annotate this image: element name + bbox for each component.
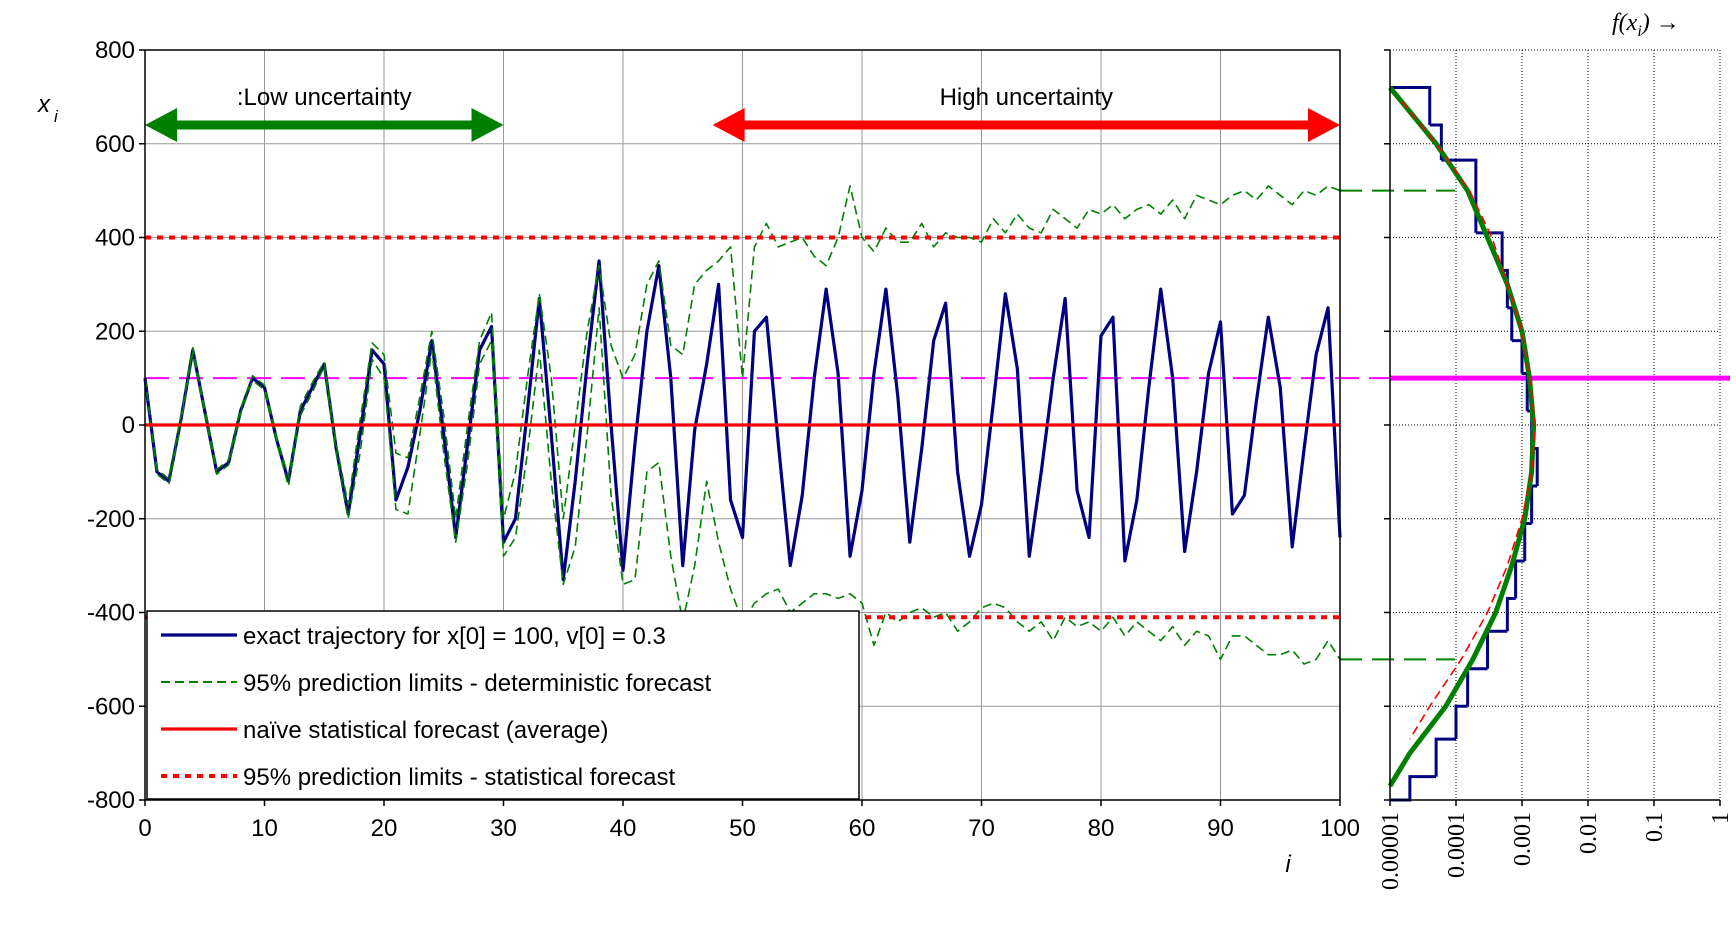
x-tick-label: 0.1 [1642,812,1668,842]
y-tick-label: -200 [87,506,135,533]
series-line [144,185,1341,520]
x-axis-label-sub: i [1637,23,1641,40]
histogram-step [1441,158,1478,196]
y-axis-label-sub: i [54,107,59,126]
y-tick-label: 200 [95,318,135,345]
legend-box [146,610,860,800]
x-tick-label: 70 [968,815,995,842]
legend-label: 95% prediction limits - deterministic fo… [243,670,711,697]
fit-curve [1387,85,1537,788]
histogram-step [1505,596,1516,632]
fit-curve [1401,101,1537,740]
histogram-step [1390,86,1432,125]
series-line-lower [144,307,1341,665]
arrow-head [1308,108,1340,142]
annotation-label: High uncertainty [940,84,1113,111]
x-tick-label: 0 [138,815,151,842]
x-tick-label: 0.01 [1576,812,1602,854]
x-tick-label: 0.0001 [1444,812,1470,878]
x-tick-label: 50 [729,815,756,842]
histogram-step [1507,306,1514,341]
y-tick-label: 400 [95,225,135,252]
y-tick-label: 600 [95,131,135,158]
series-line [143,259,1342,582]
annotation-label: :Low uncertainty [237,84,412,111]
y-tick-label: -600 [87,693,135,720]
x-axis-label: i [1285,851,1291,878]
x-tick-label: 40 [610,815,637,842]
y-tick-label: -800 [87,787,135,814]
x-tick-label: 60 [849,815,876,842]
legend-label: exact trajectory for x[0] = 100, v[0] = … [243,623,666,650]
y-axis-label: x [37,91,51,118]
histogram-step [1434,737,1456,777]
arrow-head [471,108,504,142]
histogram-step [1454,704,1468,740]
x-tick-label: 90 [1207,815,1234,842]
legend-label: naïve statistical forecast (average) [243,717,609,744]
x-axis-label-part: f(x [1612,10,1638,36]
y-tick-label: -400 [87,600,135,627]
x-axis-label: f(xi) → [1612,10,1680,40]
x-tick-label: 80 [1088,815,1115,842]
plot-frame [144,49,1341,801]
y-tick-label: 800 [95,37,135,64]
x-tick-label: 0.00001 [1378,812,1404,890]
x-tick-label: 0.001 [1510,812,1536,866]
x-tick-label: 20 [371,815,398,842]
x-tick-label: 10 [251,815,278,842]
y-tick-label: 0 [122,412,135,439]
x-axis-label-part: ) → [1640,10,1680,36]
x-tick-label: 1 [1708,812,1734,824]
x-tick-label: 30 [490,815,517,842]
arrow-head [145,108,177,142]
x-tick-label: 100 [1320,815,1360,842]
arrow-head [712,108,745,142]
legend-label: 95% prediction limits - statistical fore… [243,764,675,791]
